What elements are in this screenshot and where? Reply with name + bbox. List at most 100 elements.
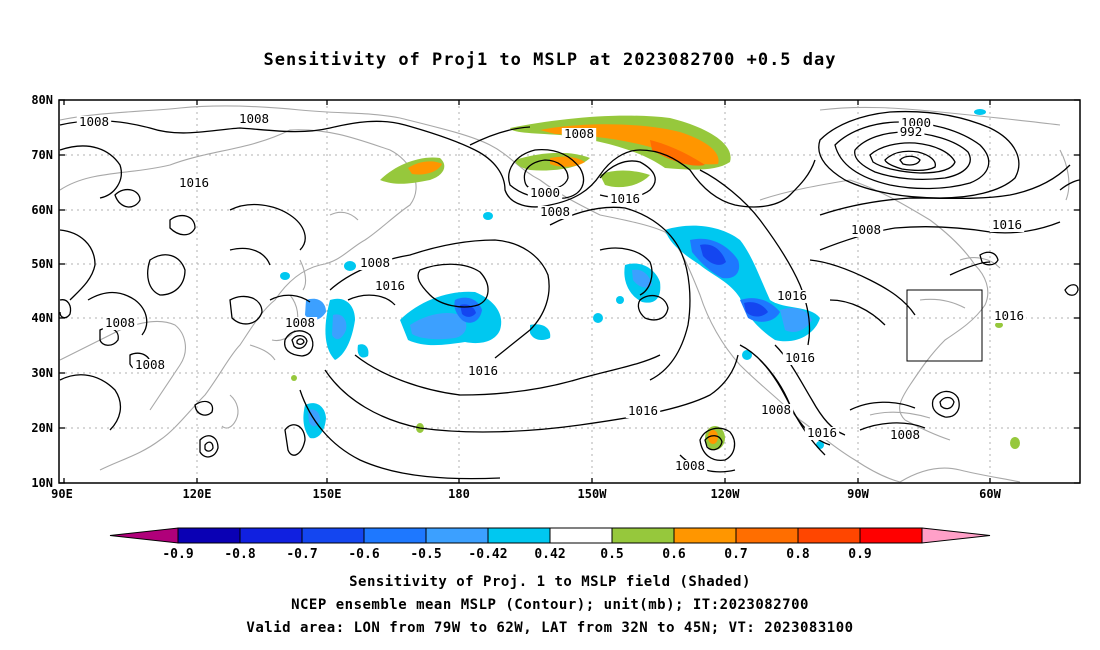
contour-label: 1008 (761, 402, 791, 417)
colorbar-segment (177, 527, 241, 544)
colorbar-segment (673, 527, 737, 544)
contour-label: 1016 (179, 175, 209, 190)
contour-labels: 1008 1008 1016 1008 1008 1016 1008 1008 1000 1008… (76, 111, 1027, 473)
colorbar-label: -0.42 (468, 547, 507, 562)
x-tick-label: 150E (313, 487, 342, 501)
contour-label-bg (989, 219, 1025, 232)
colorbar-segment (301, 527, 365, 544)
axis-ticks: 90E 120E 150E 180 150W 120W 90W 60W 80N 70N 60N 50N… (31, 93, 1080, 501)
contour-label-bg (782, 352, 818, 365)
contour-label: 1008 (105, 315, 135, 330)
colorbar-segment (425, 527, 489, 544)
contour-label: 1016 (628, 403, 658, 418)
contour-label: 1016 (375, 278, 405, 293)
colorbar-segment (363, 527, 427, 544)
contour-label-bg (465, 365, 501, 378)
mslp-contours (59, 110, 1080, 480)
y-tick-label: 50N (31, 257, 53, 271)
contour-label: 1000 (530, 185, 560, 200)
colorbar-label: -0.8 (224, 547, 255, 562)
contour-label: 1008 (360, 255, 390, 270)
contour-label: 1016 (468, 363, 498, 378)
contour-label-bg (176, 177, 212, 190)
contour-label: 992 (900, 124, 923, 139)
colorbar-segment (797, 527, 861, 544)
colorbar-segment (611, 527, 675, 544)
contour-label: 1008 (675, 458, 705, 473)
colorbar-segment (735, 527, 799, 544)
colorbar-label: 0.6 (662, 547, 686, 562)
colorbar-label: -0.6 (348, 547, 379, 562)
map-plot-area: 1008 1008 1016 1008 1008 1016 1008 1008 1000 1008… (59, 100, 1080, 483)
contour-label-bg (527, 187, 563, 200)
contour-label-bg (236, 113, 272, 126)
contour-label-bg (887, 429, 923, 442)
x-tick-label: 60W (979, 487, 1001, 501)
colorbar-label: 0.8 (786, 547, 810, 562)
x-tick-label: 90W (847, 487, 869, 501)
colorbar-label: -0.5 (410, 547, 441, 562)
contour-label: 1008 (890, 427, 920, 442)
contour-label-bg (102, 317, 138, 330)
contour-label-bg (848, 224, 884, 237)
colorbar-segment (487, 527, 551, 544)
y-tick-label: 80N (31, 93, 53, 107)
contour-label: 1016 (785, 350, 815, 365)
y-tick-label: 40N (31, 311, 53, 325)
contour-label: 1016 (992, 217, 1022, 232)
map-frame (58, 99, 1081, 484)
colorbar-label: 0.42 (534, 547, 565, 562)
contour-label: 1016 (994, 308, 1024, 323)
contour-label: 1008 (851, 222, 881, 237)
y-tick-label: 20N (31, 421, 53, 435)
contour-label-bg (625, 405, 661, 418)
x-tick-label: 180 (448, 487, 470, 501)
map-title: Sensitivity of Proj1 to MSLP at 20230827… (263, 50, 837, 70)
colorbar: -0.9 -0.8 -0.7 -0.6 -0.5 -0.42 0.42 0.5 0.6 0.7 0.… (109, 527, 991, 562)
contour-label: 1016 (777, 288, 807, 303)
contour-label: 1008 (285, 315, 315, 330)
valid-area-box (906, 289, 983, 362)
contour-label: 1008 (239, 111, 269, 126)
x-tick-label: 90E (51, 487, 73, 501)
contour-label: 1016 (807, 425, 837, 440)
contour-label-bg (76, 116, 112, 129)
colorbar-segment (549, 527, 613, 544)
x-tick-label: 120W (711, 487, 741, 501)
colorbar-high-triangle (921, 527, 991, 544)
contour-label-bg (607, 193, 643, 206)
caption-line-3: Valid area: LON from 79W to 62W, LAT fro… (246, 620, 854, 636)
y-tick-label: 60N (31, 203, 53, 217)
contour-label-bg (357, 257, 393, 270)
contour-label-bg (758, 404, 794, 417)
contour-label-bg (132, 359, 168, 372)
contour-label: 1008 (135, 357, 165, 372)
contour-label: 1008 (79, 114, 109, 129)
y-tick-label: 70N (31, 148, 53, 162)
contour-label-bg (372, 280, 408, 293)
x-tick-label: 120E (183, 487, 212, 501)
colorbar-label: -0.9 (162, 547, 193, 562)
y-tick-label: 10N (31, 476, 53, 490)
contour-label-bg (804, 427, 840, 440)
caption-line-2: NCEP ensemble mean MSLP (Contour); unit(… (291, 597, 809, 613)
contour-label: 1008 (564, 126, 594, 141)
colorbar-segment (859, 527, 923, 544)
colorbar-low-triangle (109, 527, 179, 544)
contour-label-bg (991, 310, 1027, 323)
colorbar-label: -0.7 (286, 547, 317, 562)
colorbar-label: 0.9 (848, 547, 871, 562)
contour-label-bg (561, 128, 597, 141)
y-tick-label: 30N (31, 366, 53, 380)
colorbar-label: 0.7 (724, 547, 747, 562)
contour-label-bg (897, 126, 925, 139)
contour-label-bg (282, 317, 318, 330)
contour-label-bg (672, 460, 708, 473)
contour-label-bg (774, 290, 810, 303)
colorbar-label: 0.5 (600, 547, 623, 562)
contour-label: 1016 (610, 191, 640, 206)
contour-label: 1008 (540, 204, 570, 219)
x-tick-label: 150W (578, 487, 608, 501)
colorbar-segment (239, 527, 303, 544)
caption-line-1: Sensitivity of Proj. 1 to MSLP field (Sh… (349, 574, 751, 590)
